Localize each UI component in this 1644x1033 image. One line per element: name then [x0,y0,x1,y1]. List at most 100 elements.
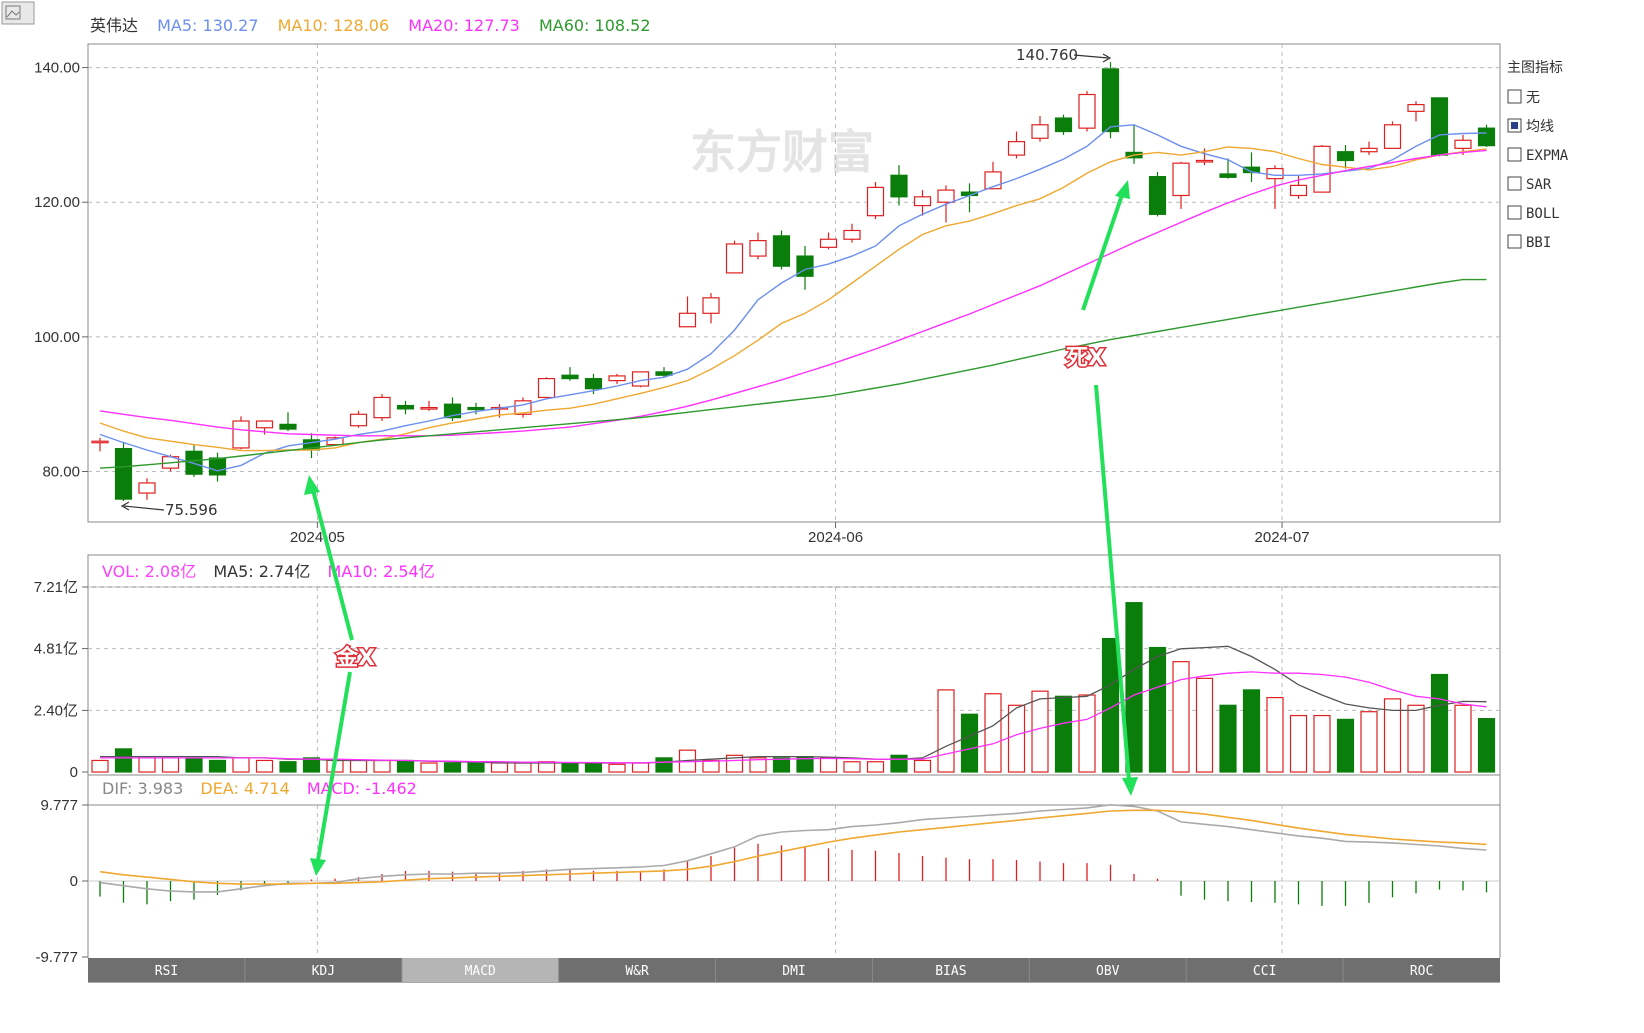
volume-bar [584,762,603,773]
volume-bar [960,713,979,773]
price-legend: 英伟达 MA5: 130.27 MA10: 128.06 MA20: 127.7… [90,16,651,35]
candle [279,412,297,432]
death-cross-arrows [1081,180,1138,796]
candle [937,185,955,223]
volume-bar [725,754,744,773]
volume-bar [1007,704,1026,773]
checkbox[interactable] [1507,89,1522,104]
tab-bias[interactable]: BIAS [871,958,1030,982]
candle [232,416,250,450]
volume-bar [1407,704,1425,773]
volume-bar [1101,637,1120,773]
image-placeholder-icon[interactable] [1,1,35,25]
candle [1407,101,1425,122]
price-y-tick: 100.00 [34,329,80,346]
volume-bar [114,748,133,773]
indicator-option-label: 均线 [1526,119,1554,135]
ma-line-ma20 [99,149,1487,437]
volume-bar [749,757,767,773]
tab-cci[interactable]: CCI [1185,958,1344,982]
volume-bar [984,693,1002,773]
tab-kdj[interactable]: KDJ [244,958,402,982]
ma-line-ma10 [99,146,1487,452]
volume-bar [1383,698,1402,773]
volume-bar [1313,714,1331,773]
indicator-option[interactable]: EXPMA [1507,147,1569,164]
candle [537,377,556,399]
indicator-option[interactable]: 均线 [1507,118,1554,135]
tab-label: MACD [465,964,496,979]
volume-bar [138,756,156,773]
indicator-option[interactable]: SAR [1507,176,1552,193]
death-cross-label: 死X [1066,346,1105,371]
candle [608,373,626,384]
legend-vol: VOL: 2.08亿 [102,562,196,581]
watermark: 东方财富 [690,125,874,179]
volume-bar [1031,690,1049,773]
tab-roc[interactable]: ROC [1342,958,1500,982]
volume-bar [1289,714,1308,773]
candle [984,161,1002,190]
grid-layer [88,44,1500,957]
tab-rsi[interactable]: RSI [88,958,245,982]
tab-label: DMI [782,964,805,979]
candle [373,394,391,422]
macd-layer [99,803,1488,906]
candle [1430,97,1449,157]
candle [208,452,227,482]
x-tick-label: 2024-05 [290,529,345,546]
checkbox[interactable] [1507,205,1522,220]
tab-label: ROC [1410,964,1433,979]
tab-label: OBV [1096,964,1120,979]
indicator-option-label: 无 [1526,90,1540,106]
legend-vol-ma5: MA5: 2.74亿 [213,562,310,581]
tab-obv[interactable]: OBV [1028,958,1187,982]
checkbox[interactable] [1507,176,1522,191]
candle [514,397,532,418]
candle [1172,161,1190,209]
candle [1313,144,1331,193]
axis-layer: 140.00 120.00 100.00 80.00 7.21亿 4.81亿 2.40亿 0 9… [34,60,1310,966]
tab-label: CCI [1253,964,1276,979]
legend-dea: DEA: 4.714 [200,779,289,798]
indicator-option[interactable]: BOLL [1507,205,1560,222]
tab-label: KDJ [312,964,335,979]
indicator-option-label: SAR [1526,177,1552,193]
volume-bar [302,757,321,773]
indicator-option[interactable]: 无 [1507,89,1540,106]
indicator-option[interactable]: BBI [1507,234,1551,251]
candle [1148,171,1167,217]
candle [561,367,579,381]
candle [1336,144,1355,169]
volume-bar [1125,602,1143,773]
candle [843,223,861,243]
candle [772,230,791,270]
volume-bar [890,754,908,773]
volume-y-tick: 4.81亿 [34,641,78,658]
tab-macd[interactable]: MACD [401,958,559,982]
candle [1477,124,1496,148]
volume-bar [373,759,391,773]
volume-bar [91,759,109,773]
volume-bar [937,689,955,773]
volume-bar [819,757,838,773]
candle [1219,158,1237,179]
volume-bar [1148,646,1167,773]
checkbox[interactable] [1507,234,1522,249]
candle [702,293,720,324]
volume-bar [1266,696,1284,773]
indicator-side-panel: 主图指标 无均线 EXPMA SAR BOLL BBI [1507,60,1569,251]
volume-bar [631,762,650,773]
candle [866,182,885,220]
volume-bar [208,759,227,773]
indicator-tab-bar: RSI KDJ MACD W&R DMI BIAS OBV CCI ROC [88,958,1500,983]
volume-bar [396,759,415,773]
volume-line-ma5 [100,645,1487,764]
tab-w-r[interactable]: W&R [558,958,716,982]
candle [1242,152,1261,183]
checkbox[interactable] [1507,147,1522,162]
volume-bar [279,761,297,773]
tab-dmi[interactable]: DMI [715,958,873,982]
legend-ma60: MA60: 108.52 [539,16,651,35]
price-y-tick: 140.00 [34,60,80,77]
